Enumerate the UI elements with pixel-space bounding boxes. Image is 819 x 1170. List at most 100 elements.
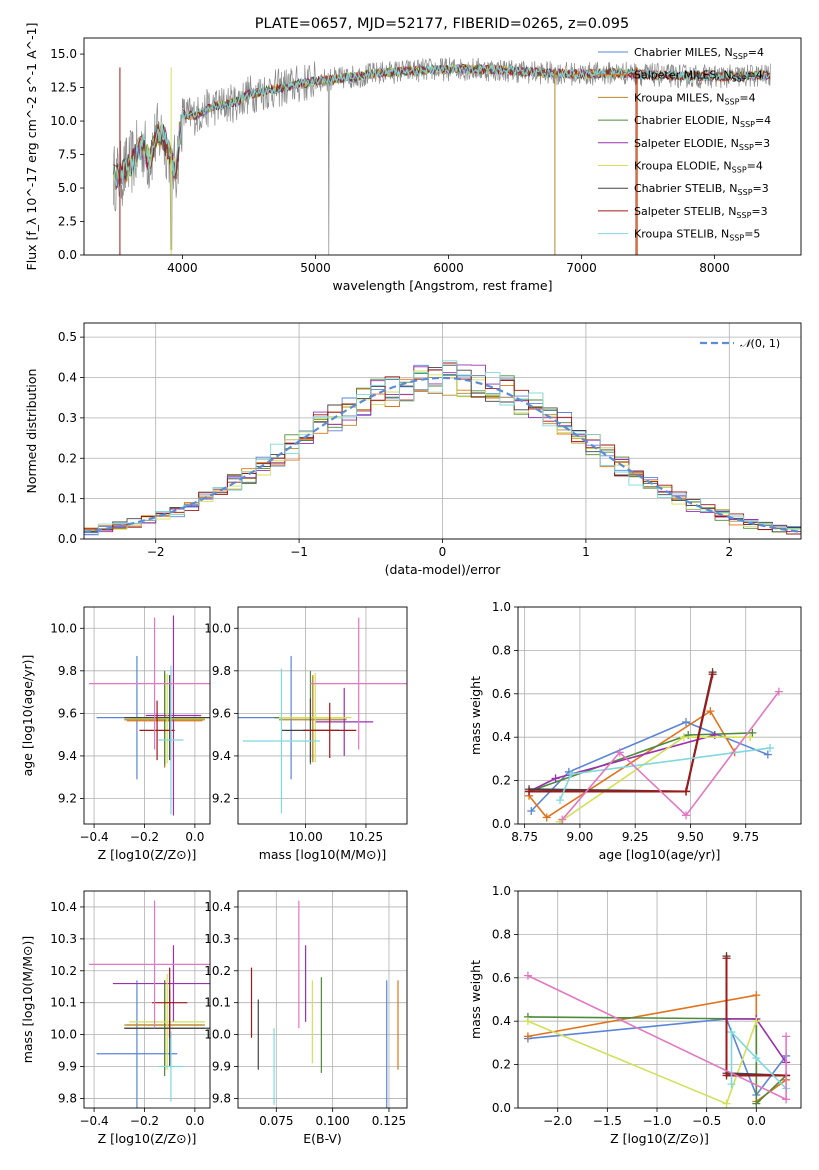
x-tick-label: 5000 xyxy=(300,261,331,275)
weight-marker-4 xyxy=(746,733,755,742)
weight-marker-8 xyxy=(558,815,567,824)
weight-marker-8 xyxy=(774,687,783,696)
weight-line-1 xyxy=(528,710,736,819)
x-tick-label: −1.5 xyxy=(593,1114,622,1128)
y-tick-label: 0.1 xyxy=(58,492,77,506)
legend-nssp: =3 xyxy=(754,137,770,150)
y-tick-label: 0.4 xyxy=(492,1014,511,1028)
figure-title: PLATE=0657, MJD=52177, FIBERID=0265, z=0… xyxy=(255,16,629,32)
panel-weight-vs-metallicity: −2.0 −1.5 −1.0 −0.5 0.0 0.0 0.2 0.4 0.6 0.8 1.0 Z [… xyxy=(468,884,802,1146)
legend-nssp: =4 xyxy=(747,160,763,173)
x-tick-label: 0 xyxy=(439,545,447,559)
x-tick-label: −0.5 xyxy=(692,1114,721,1128)
y-tick-label: 0.5 xyxy=(58,330,77,344)
y-axis-label: mass [log10(M/M⊙)] xyxy=(20,936,35,1064)
y-tick-label: 1.0 xyxy=(492,884,511,898)
y-tick-label: 0.2 xyxy=(492,774,511,788)
y-tick-label: 9.8 xyxy=(212,664,231,678)
x-tick-label: −0.2 xyxy=(130,830,159,844)
y-tick-label: 1.0 xyxy=(492,600,511,614)
weight-marker-8 xyxy=(782,1095,791,1104)
axes-frame xyxy=(83,890,211,1109)
y-tick-label: 10.2 xyxy=(50,964,77,978)
axes-frame xyxy=(83,37,802,256)
weight-marker-7 xyxy=(727,1028,736,1037)
x-axis-label: wavelength [Angstrom, rest frame] xyxy=(332,278,552,293)
legend-model-name: Chabrier ELODIE, N xyxy=(634,114,740,127)
y-tick-label: 2.5 xyxy=(58,215,77,229)
y-tick-label: 7.5 xyxy=(58,148,77,162)
legend-nssp: =4 xyxy=(747,69,763,82)
axes-frame xyxy=(237,890,408,1109)
x-axis-label: Z [log10(Z/Z⊙)] xyxy=(98,1131,197,1146)
legend-label-7: Salpeter STELIB, NSSP=3 xyxy=(634,205,768,220)
weight-marker-8 xyxy=(523,971,532,980)
y-tick-label: 0.6 xyxy=(492,687,511,701)
panel-age-vs-mass: 10.00 10.25 9.2 9.4 9.6 9.8 10.0 mass [log10(M/… xyxy=(204,606,408,862)
weight-marker-1 xyxy=(706,707,715,716)
plot-area xyxy=(523,952,791,1108)
weight-marker-0 xyxy=(763,750,772,759)
y-axis-label: mass weight xyxy=(468,960,483,1039)
y-tick-label: 9.4 xyxy=(58,749,77,763)
legend-label-4: Salpeter ELODIE, NSSP=3 xyxy=(634,137,770,152)
y-tick-label: 15.0 xyxy=(50,47,77,61)
weight-marker-7 xyxy=(752,1054,761,1063)
x-axis-label: mass [log10(M/M⊙)] xyxy=(259,847,387,862)
legend-subscript: SSP xyxy=(738,188,753,197)
x-tick-label: 0.0 xyxy=(185,830,204,844)
y-tick-label: 0.0 xyxy=(58,532,77,546)
y-tick-label: 10.1 xyxy=(204,996,231,1010)
y-tick-label: 10.2 xyxy=(204,964,231,978)
y-tick-label: 0.3 xyxy=(58,411,77,425)
panel-weight-vs-age: 8.75 9.00 9.25 9.50 9.75 0.0 0.2 0.4 0.6 0.8 1.0 ag… xyxy=(468,600,802,862)
y-tick-label: 9.9 xyxy=(58,1060,77,1074)
y-tick-label: 12.5 xyxy=(50,81,77,95)
x-tick-label: 6000 xyxy=(433,261,464,275)
legend-model-name: Kroupa ELODIE, N xyxy=(634,160,732,173)
x-tick-label: 1 xyxy=(582,545,590,559)
axes-frame xyxy=(83,606,211,825)
weight-marker-7 xyxy=(556,796,565,805)
axes-frame xyxy=(517,890,802,1109)
y-tick-label: 0.0 xyxy=(492,817,511,831)
weight-marker-2 xyxy=(752,1099,761,1108)
y-tick-label: 10.0 xyxy=(50,1028,77,1042)
x-tick-label: 8.75 xyxy=(511,830,538,844)
y-tick-label: 9.6 xyxy=(58,706,77,720)
x-tick-label: 9.25 xyxy=(622,830,649,844)
legend-model-name: Salpeter MILES, N xyxy=(634,69,732,82)
legend-label-5: Kroupa ELODIE, NSSP=4 xyxy=(634,160,763,175)
panel-mass-vs-metallicity: −0.4 −0.2 0.0 9.8 9.9 10.0 10.1 10.2 10.3 10.4 Z [… xyxy=(20,890,211,1146)
legend-model-name: Salpeter STELIB, N xyxy=(634,205,736,218)
y-axis-label: age [log10(age/yr)] xyxy=(20,655,35,777)
weight-marker-7 xyxy=(567,770,576,779)
y-tick-label: 0.0 xyxy=(492,1101,511,1115)
legend-model-name: Chabrier MILES, N xyxy=(634,46,733,59)
plot-area xyxy=(525,668,783,824)
x-tick-label: 9.50 xyxy=(677,830,704,844)
normal-params: (0, 1) xyxy=(751,337,781,350)
weight-marker-4 xyxy=(722,1099,731,1108)
weight-marker-0 xyxy=(527,806,536,815)
legend-model-name: Kroupa STELIB, N xyxy=(634,228,729,241)
x-tick-label: 4000 xyxy=(167,261,198,275)
y-tick-label: 9.8 xyxy=(58,1091,77,1105)
x-tick-label: 2 xyxy=(725,545,733,559)
panel-residual-histogram: −2 −1 0 1 2 0.0 0.1 0.2 0.3 0.4 0.5 (data-model)/er… xyxy=(24,322,802,577)
y-tick-label: 0.2 xyxy=(492,1058,511,1072)
x-tick-label: −0.2 xyxy=(130,1114,159,1128)
legend-nssp: =3 xyxy=(751,205,767,218)
panel-spectrum: 4000 5000 6000 7000 8000 0.0 2.5 5.0 7.5 10.0 12.5… xyxy=(24,23,802,293)
y-tick-label: 0.8 xyxy=(492,643,511,657)
weight-marker-2 xyxy=(748,728,757,737)
x-axis-label: E(B-V) xyxy=(303,1131,342,1146)
plot-area xyxy=(250,900,399,1108)
x-tick-label: 0.100 xyxy=(315,1114,349,1128)
weight-marker-6 xyxy=(722,1071,731,1080)
y-axis-label: mass weight xyxy=(468,676,483,755)
x-tick-label: 0.075 xyxy=(259,1114,293,1128)
x-tick-label: −1.0 xyxy=(642,1114,671,1128)
weight-line-4 xyxy=(559,736,751,823)
